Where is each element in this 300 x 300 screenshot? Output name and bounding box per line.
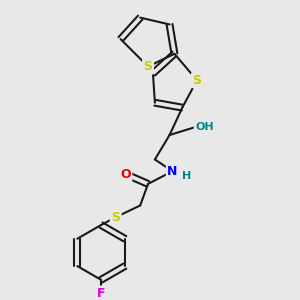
Text: S: S xyxy=(143,60,152,73)
Text: O: O xyxy=(120,168,131,181)
Text: S: S xyxy=(111,211,120,224)
Text: F: F xyxy=(97,287,105,300)
Text: S: S xyxy=(193,74,202,87)
Text: N: N xyxy=(167,165,178,178)
Text: OH: OH xyxy=(195,122,214,132)
Text: H: H xyxy=(182,171,191,181)
